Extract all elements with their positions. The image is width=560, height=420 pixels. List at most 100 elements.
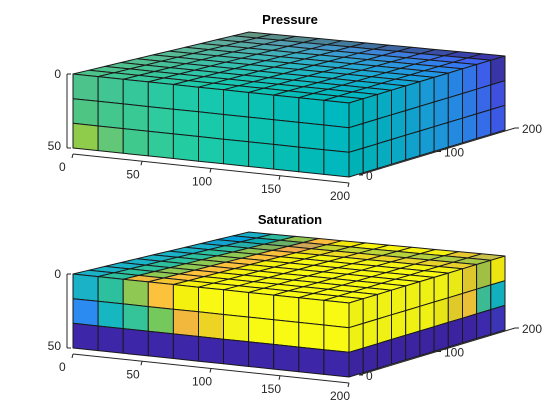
side-cell [405,130,421,161]
front-cell [97,300,124,330]
side-cell [476,309,492,339]
y-tick-label: 0 [366,169,373,183]
x-tick-label: 150 [261,382,281,396]
front-cell [298,146,325,175]
front-cell [223,89,250,118]
front-cell [198,111,224,140]
front-cell [323,324,350,353]
side-cell [362,94,378,124]
front-cell [97,125,124,154]
front-cell [323,149,350,178]
front-cell [97,76,124,105]
side-cell [462,288,478,319]
side-cell [391,334,407,365]
side-cell [362,294,378,324]
side-cell [376,289,392,320]
side-cell [462,264,478,294]
x-tick-mark [347,182,350,188]
front-cell [273,119,300,148]
side-cell [447,68,463,99]
side-cell [391,285,407,316]
front-cell [273,94,300,123]
side-cell [419,326,435,357]
front-cell [273,319,300,348]
front-cell [97,276,124,305]
side-cell [405,330,421,361]
x-tick-label: 50 [126,167,140,181]
front-cell [248,341,275,370]
front-cell [147,130,174,159]
side-cell [362,118,378,149]
y-tick-label: 0 [366,369,373,383]
front-cell [147,106,174,135]
pressure-title: Pressure [262,12,318,27]
front-cell [147,306,174,335]
front-cell [147,281,174,310]
side-cell [447,268,463,299]
pressure-cells [72,31,506,178]
side-cell [348,298,364,329]
front-cell [198,86,224,115]
front-cell [72,273,99,302]
front-cell [198,136,224,165]
y-tick-label: 100 [444,346,464,360]
side-cell [490,104,506,135]
front-cell [122,103,149,132]
front-cell [248,92,275,121]
side-cell [391,85,407,116]
front-cell [147,81,174,110]
saturation-cells [72,231,506,378]
front-cell [72,298,99,327]
x-tick-mark [209,168,212,173]
side-cell [490,255,506,286]
x-tick-label: 100 [192,175,212,189]
saturation-axes: 0 50 100 150 200 0 100 200 0 50 [48,267,543,403]
front-cell [172,333,199,362]
x-tick-label: 150 [261,182,281,196]
front-cell [172,84,199,113]
front-cell [198,336,224,365]
side-cell [376,139,392,169]
front-cell [72,73,99,102]
front-cell [298,321,325,351]
side-cell [447,117,463,148]
side-cell [433,97,449,128]
y-tick-label: 200 [522,322,542,336]
pressure-panel: Pressure 0 50 100 150 200 0 100 200 0 50 [48,12,543,203]
front-cell [122,128,149,157]
side-cell [433,72,449,103]
side-cell [348,122,364,153]
x-tick-mark [140,161,143,166]
side-cell [462,88,478,119]
x-tick-label: 200 [330,189,350,203]
y-tick-label: 100 [444,146,464,160]
side-cell [447,317,463,348]
front-cell [248,316,275,345]
side-cell [476,84,492,115]
front-cell [248,292,275,321]
side-cell [348,147,364,178]
front-cell [298,346,325,375]
x-tick-mark [347,382,350,388]
front-cell [97,325,124,354]
side-cell [376,339,392,369]
front-cell [198,311,224,340]
front-cell [223,138,250,167]
x-tick-mark [140,361,143,366]
front-cell [273,143,300,173]
pressure-axes: 0 50 100 150 200 0 100 200 0 50 [48,67,543,203]
side-cell [490,55,506,86]
front-cell [223,289,250,318]
side-cell [362,318,378,349]
side-cell [376,314,392,345]
side-cell [419,276,435,307]
side-cell [490,80,506,111]
side-cell [376,114,392,145]
side-cell [419,126,435,157]
front-cell [298,97,325,126]
saturation-title: Saturation [258,212,322,227]
front-cell [198,286,224,315]
z-tick-label: 50 [48,139,62,153]
side-cell [419,101,435,132]
